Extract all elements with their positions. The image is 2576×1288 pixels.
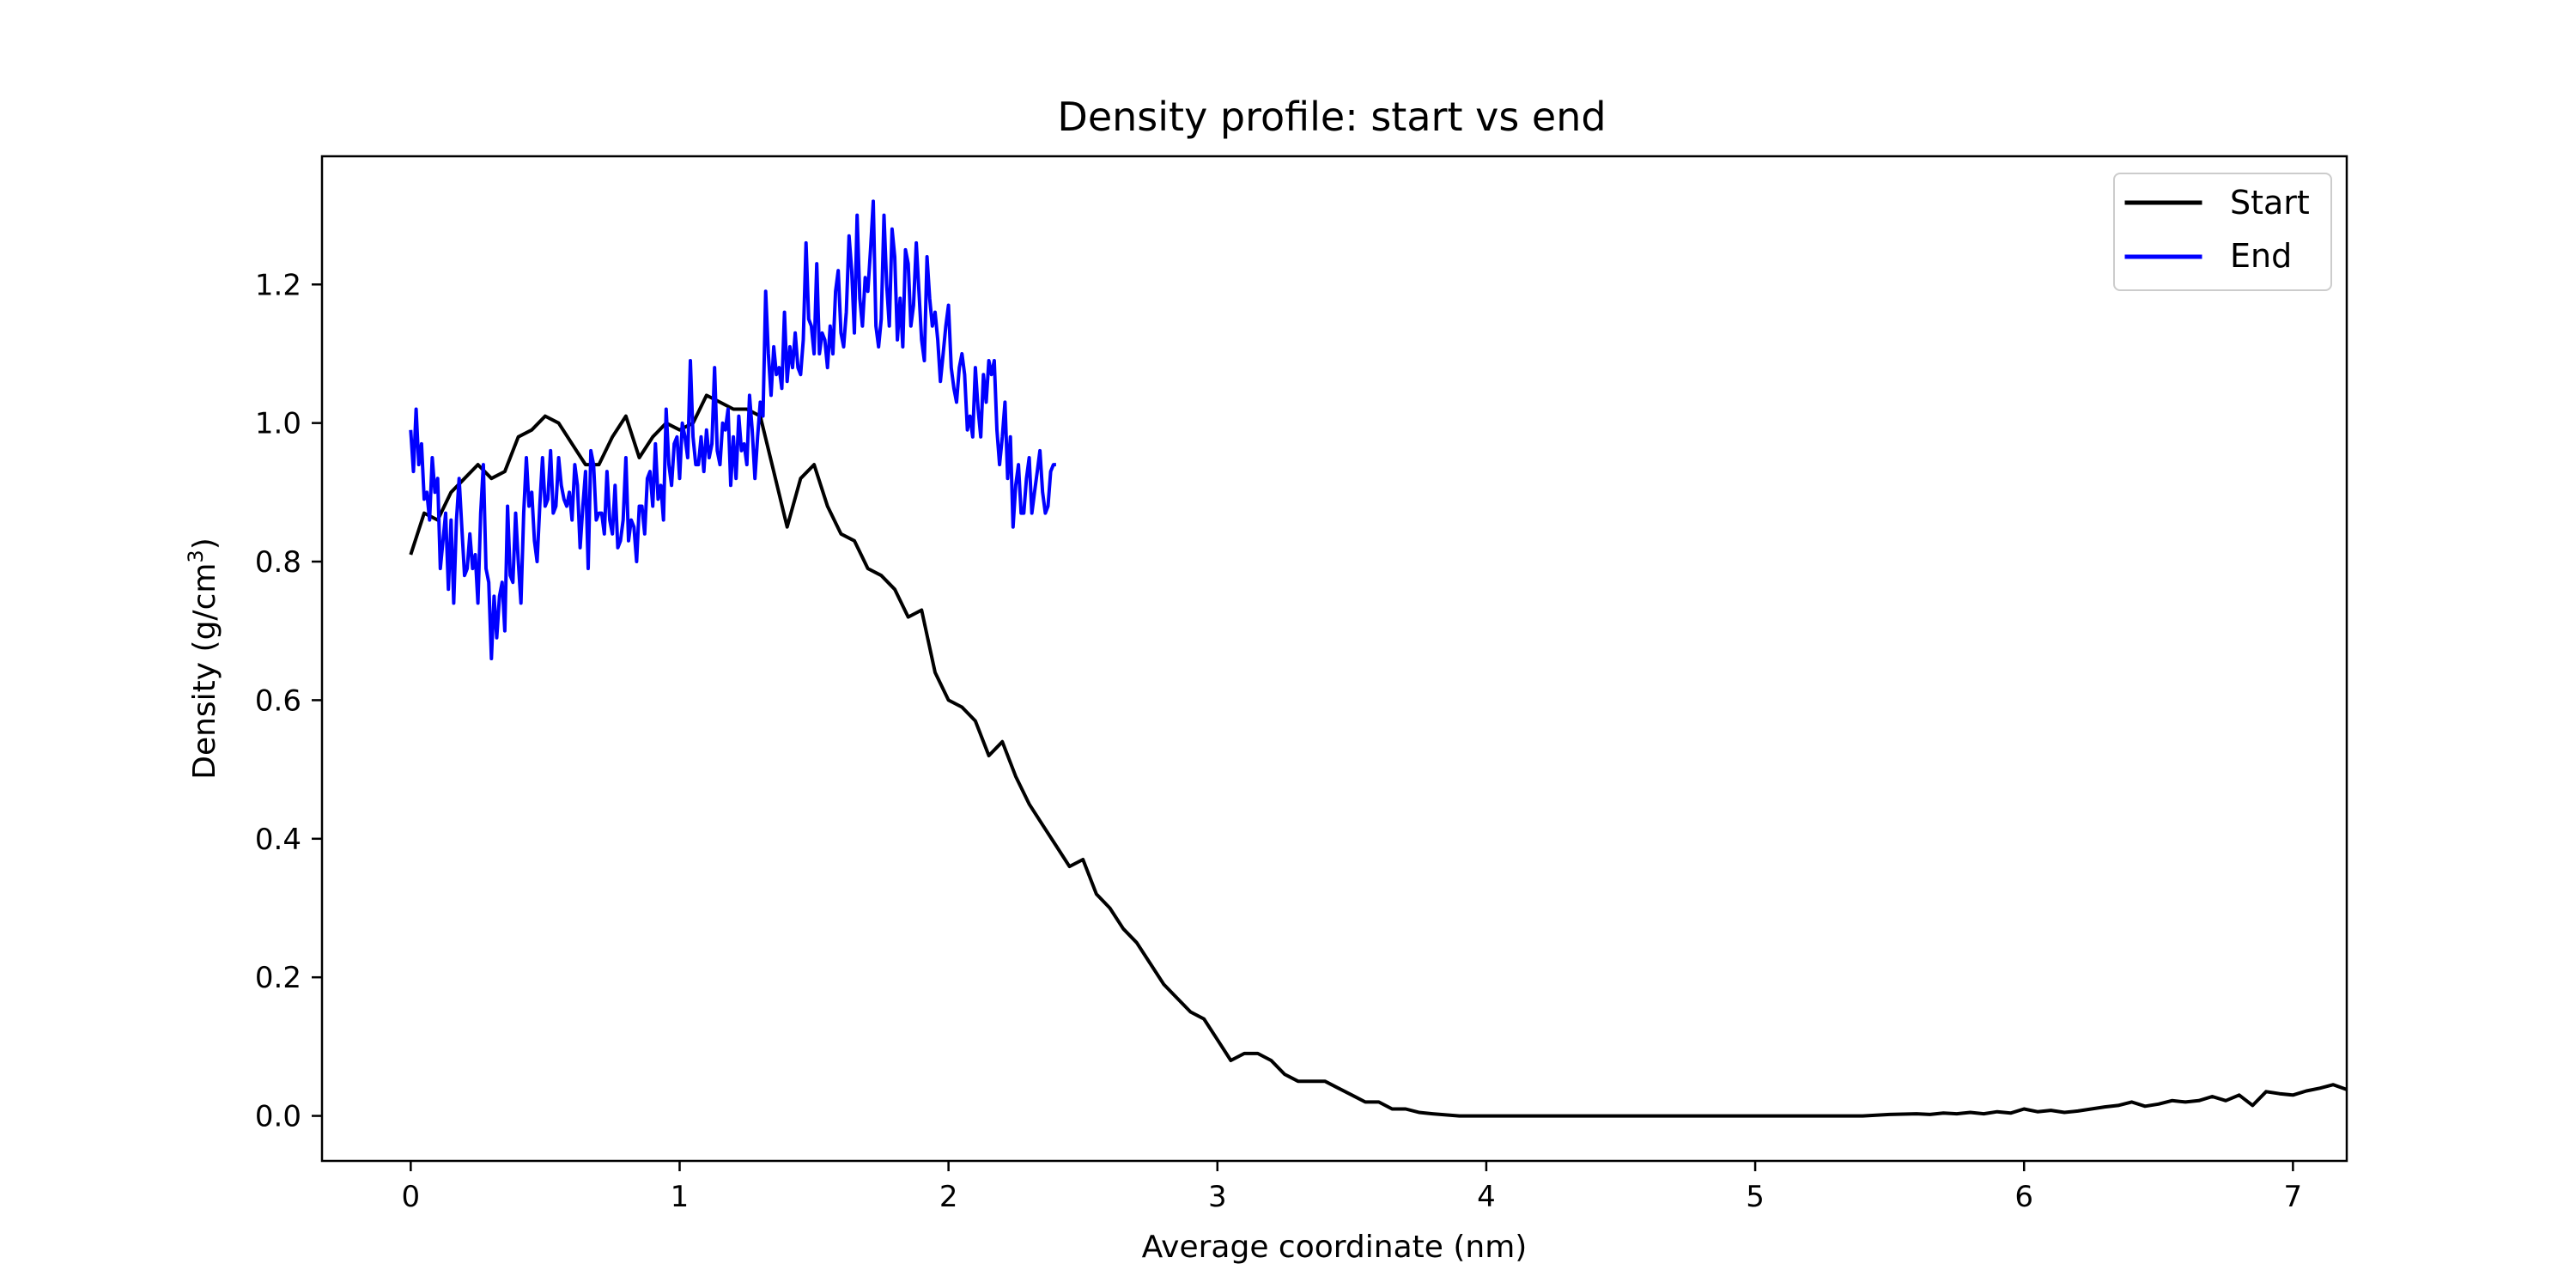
x-tick-label: 4 xyxy=(1477,1180,1496,1214)
x-tick-label: 3 xyxy=(1208,1180,1227,1214)
y-tick-label: 0.4 xyxy=(255,823,301,857)
chart-title: Density profile: start vs end xyxy=(1057,94,1606,140)
y-tick-label: 0.2 xyxy=(255,961,301,995)
x-tick-label: 0 xyxy=(402,1180,421,1214)
plot-frame xyxy=(320,155,2348,1163)
y-axis-label-exponent: 3 xyxy=(184,550,208,562)
x-axis-ticks: 0 1 2 3 4 5 6 7 xyxy=(402,1161,2303,1214)
y-tick-label: 0.8 xyxy=(255,545,301,580)
legend-end-label: End xyxy=(2230,237,2292,275)
y-tick-label: 0.0 xyxy=(255,1100,301,1134)
x-tick-label: 2 xyxy=(939,1180,958,1214)
x-tick-label: 5 xyxy=(1746,1180,1765,1214)
legend: Start End xyxy=(2113,173,2332,291)
series-line-end xyxy=(409,199,1056,660)
plot-area xyxy=(320,155,2348,1163)
series-line-start xyxy=(409,393,2347,1118)
x-tick-label: 6 xyxy=(2014,1180,2033,1214)
y-tick-label: 0.6 xyxy=(255,683,301,718)
y-axis-label-main: Density (g/cm xyxy=(187,563,222,780)
y-tick-label: 1.0 xyxy=(255,407,301,441)
x-tick-label: 1 xyxy=(671,1180,690,1214)
series-layer xyxy=(409,199,2347,1118)
legend-start-label: Start xyxy=(2230,184,2310,222)
y-tick-label: 1.2 xyxy=(255,268,301,302)
x-tick-label: 7 xyxy=(2284,1180,2303,1214)
y-axis-ticks: 0.0 0.2 0.4 0.6 0.8 1.0 1.2 xyxy=(255,268,322,1134)
y-axis-label-end: ) xyxy=(187,538,222,550)
y-axis-label: Density (g/cm3) xyxy=(184,538,222,780)
x-axis-label: Average coordinate (nm) xyxy=(1142,1230,1528,1265)
